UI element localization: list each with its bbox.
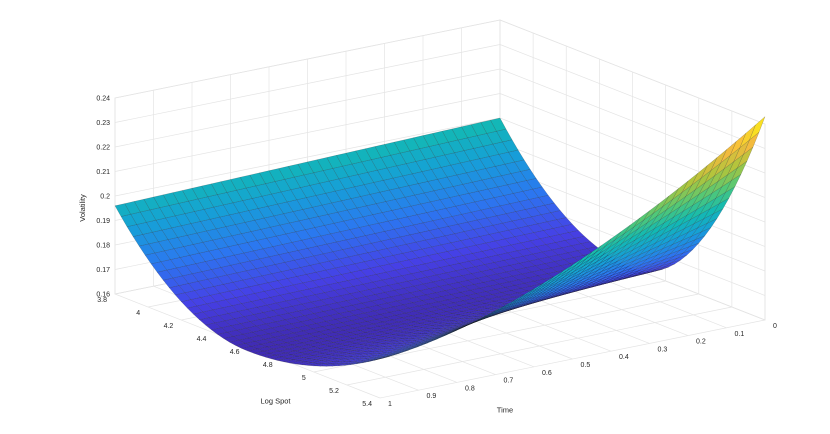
z-axis-label: Volatility bbox=[78, 194, 87, 222]
surface-patch bbox=[114, 203, 131, 217]
axis-labels: Log Spot Time Volatility bbox=[78, 194, 513, 414]
x-tick-label: 3.8 bbox=[97, 297, 107, 304]
grid-line-back-z bbox=[499, 142, 766, 247]
y-tick-label: 0.9 bbox=[427, 393, 437, 400]
y-tick-label: 0.4 bbox=[619, 354, 629, 361]
x-tick-label: 4.8 bbox=[263, 362, 273, 369]
grid-line-side-z bbox=[114, 93, 501, 172]
z-tick-label: 0.18 bbox=[96, 243, 110, 250]
z-tick-label: 0.21 bbox=[96, 169, 110, 176]
x-tick-label: 5 bbox=[302, 375, 306, 382]
x-tick-label: 4.4 bbox=[197, 336, 207, 343]
grid-line-side-z bbox=[114, 68, 501, 148]
y-axis-label: Time bbox=[497, 405, 513, 414]
grid-line-back-z bbox=[499, 166, 766, 272]
y-tick-label: 0.7 bbox=[504, 378, 514, 385]
y-tick-label: 1 bbox=[388, 401, 392, 408]
x-tick-label: 4.6 bbox=[230, 349, 240, 356]
axis-tick-labels: 0.160.170.180.190.20.210.220.230.243.844… bbox=[96, 96, 777, 409]
z-tick-label: 0.19 bbox=[96, 218, 110, 225]
y-tick-label: 0.1 bbox=[735, 331, 745, 338]
x-tick-label: 4 bbox=[136, 310, 140, 317]
y-tick-label: 0.6 bbox=[542, 370, 552, 377]
z-tick-label: 0.23 bbox=[96, 120, 110, 127]
grid-line-back-z bbox=[499, 19, 766, 125]
grid-line-side-z bbox=[114, 117, 501, 197]
y-tick-label: 0.3 bbox=[658, 346, 668, 353]
z-tick-label: 0.16 bbox=[96, 292, 110, 299]
y-tick-label: 0.2 bbox=[696, 339, 706, 346]
y-tick-label: 0 bbox=[773, 323, 777, 330]
grid-line-back-z bbox=[499, 44, 766, 149]
grid-line-side-z bbox=[114, 19, 501, 99]
x-tick-label: 5.4 bbox=[362, 401, 372, 408]
z-tick-label: 0.2 bbox=[100, 194, 110, 201]
grid-line-side-z bbox=[114, 44, 501, 123]
z-tick-label: 0.17 bbox=[96, 267, 110, 274]
x-axis-label: Log Spot bbox=[260, 397, 291, 406]
x-tick-label: 4.2 bbox=[164, 323, 174, 330]
volatility-surface bbox=[114, 116, 766, 367]
z-tick-label: 0.24 bbox=[96, 96, 110, 103]
y-tick-label: 0.8 bbox=[465, 385, 475, 392]
x-tick-label: 5.2 bbox=[329, 388, 339, 395]
z-tick-label: 0.22 bbox=[96, 145, 110, 152]
y-tick-label: 0.5 bbox=[581, 362, 591, 369]
